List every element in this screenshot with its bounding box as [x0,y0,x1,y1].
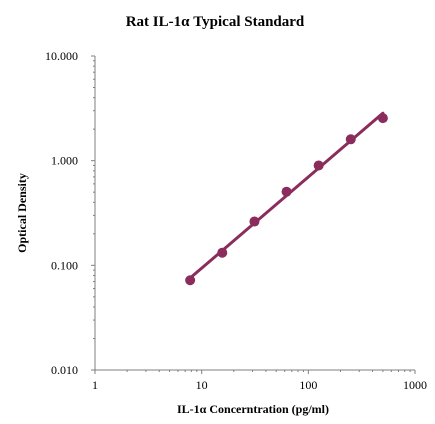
data-point [281,186,292,197]
y-axis-label: Optical Density [15,173,29,253]
chart-title: Rat IL-1α Typical Standard [126,14,305,30]
data-point [377,113,388,124]
plot-area: 0.010 0.100 1.000 10.000 1 10 100 1000 [45,49,427,392]
data-point [249,216,260,227]
y-tick-label: 10.000 [45,49,78,63]
y-tick-label: 0.100 [51,258,78,272]
x-axis-label: IL-1α Concerntration (pg/ml) [177,402,329,416]
y-tick-label: 0.010 [51,363,78,377]
x-tick-label: 10 [196,378,208,392]
data-point [345,134,356,145]
x-tick-label: 1000 [403,378,427,392]
data-point [217,247,228,258]
y-tick-label: 1.000 [51,154,78,168]
x-tick-label: 100 [299,378,317,392]
data-point [185,275,196,286]
data-point [313,160,324,171]
x-tick-label: 1 [92,378,98,392]
